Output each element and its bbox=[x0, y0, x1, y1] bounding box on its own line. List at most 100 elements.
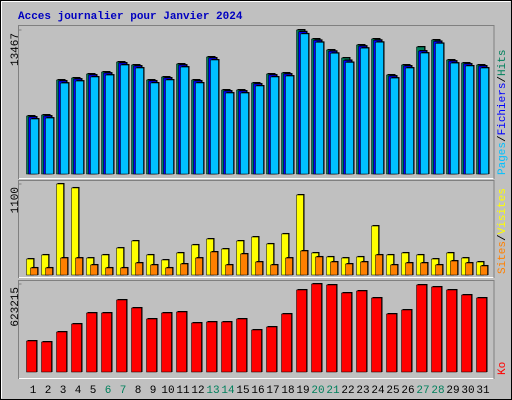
bar bbox=[401, 309, 412, 373]
bar bbox=[465, 262, 473, 276]
bar bbox=[135, 262, 143, 276]
bar bbox=[165, 79, 174, 175]
bar bbox=[300, 250, 308, 276]
bar bbox=[75, 80, 84, 175]
bar bbox=[195, 82, 204, 175]
x-tick-label: 16 bbox=[251, 385, 264, 397]
x-tick-label: 30 bbox=[461, 385, 474, 397]
x-tick-label: 31 bbox=[476, 385, 490, 397]
legend-entry: Ko bbox=[497, 362, 509, 375]
bar bbox=[176, 311, 187, 373]
x-tick-label: 13 bbox=[206, 385, 219, 397]
bar bbox=[371, 297, 382, 373]
bar bbox=[120, 64, 129, 175]
bar bbox=[60, 257, 68, 276]
bar bbox=[341, 292, 352, 373]
bar bbox=[281, 313, 292, 373]
bar bbox=[405, 262, 413, 276]
bar bbox=[446, 289, 457, 373]
bar bbox=[30, 118, 39, 175]
bar bbox=[330, 53, 339, 175]
x-tick-label: 21 bbox=[326, 385, 340, 397]
bar bbox=[390, 264, 398, 276]
bar bbox=[285, 75, 294, 175]
chart-title: Acces journalier pour Janvier 2024 bbox=[18, 11, 243, 23]
bar bbox=[101, 254, 109, 276]
legend-separator: / bbox=[497, 135, 509, 142]
bar bbox=[315, 42, 324, 175]
bar bbox=[41, 341, 52, 373]
bar bbox=[191, 322, 202, 373]
x-tick-label: 12 bbox=[191, 385, 204, 397]
bar bbox=[150, 264, 158, 276]
legend: Ko bbox=[497, 362, 509, 375]
bar bbox=[480, 67, 489, 175]
bar bbox=[225, 92, 234, 175]
bar bbox=[480, 265, 488, 276]
bar bbox=[180, 263, 188, 276]
bar bbox=[360, 47, 369, 175]
bar bbox=[135, 67, 144, 175]
x-tick-label: 7 bbox=[120, 385, 127, 397]
bar bbox=[296, 289, 307, 373]
bar bbox=[450, 62, 459, 175]
x-tick-label: 22 bbox=[341, 385, 354, 397]
bar bbox=[435, 43, 444, 175]
x-tick-label: 20 bbox=[311, 385, 324, 397]
bar bbox=[150, 82, 159, 175]
legend-entry: Visites bbox=[497, 188, 509, 234]
x-tick-label: 1 bbox=[30, 385, 37, 397]
bar bbox=[330, 261, 338, 276]
legend-entry: Pages bbox=[497, 142, 509, 175]
x-tick-label: 14 bbox=[221, 385, 235, 397]
x-tick-label: 15 bbox=[236, 385, 249, 397]
bar bbox=[120, 267, 128, 276]
y-tick-label: 13467 bbox=[10, 33, 22, 66]
bar bbox=[461, 294, 472, 373]
x-tick-label: 10 bbox=[161, 385, 174, 397]
bar bbox=[105, 267, 113, 276]
bar bbox=[101, 312, 112, 373]
legend-separator: / bbox=[497, 234, 509, 241]
bar bbox=[90, 264, 98, 276]
y-tick-label: 1100 bbox=[10, 187, 22, 213]
bar bbox=[266, 243, 274, 276]
bar bbox=[281, 233, 289, 276]
bar bbox=[75, 257, 83, 276]
bar bbox=[56, 183, 64, 276]
bar bbox=[225, 264, 233, 276]
bar bbox=[251, 329, 262, 373]
bar bbox=[375, 254, 383, 276]
bar bbox=[435, 264, 443, 276]
x-tick-label: 3 bbox=[60, 385, 67, 397]
bar bbox=[206, 321, 217, 373]
x-tick-label: 24 bbox=[371, 385, 385, 397]
bar bbox=[356, 290, 367, 373]
bar bbox=[236, 318, 247, 373]
bar bbox=[165, 267, 173, 276]
bar bbox=[360, 261, 368, 276]
bar bbox=[180, 66, 189, 175]
x-tick-label: 18 bbox=[281, 385, 294, 397]
bar bbox=[315, 256, 323, 276]
bar bbox=[161, 312, 172, 373]
bar bbox=[270, 264, 278, 276]
bar bbox=[285, 257, 293, 276]
bar bbox=[116, 247, 124, 276]
x-tick-label: 26 bbox=[401, 385, 414, 397]
bar bbox=[30, 267, 38, 276]
bar bbox=[116, 299, 127, 373]
bar bbox=[465, 65, 474, 175]
bar bbox=[105, 74, 114, 175]
x-tick-label: 8 bbox=[135, 385, 142, 397]
bar bbox=[345, 62, 354, 175]
bar bbox=[476, 297, 487, 373]
bar bbox=[300, 33, 309, 175]
bar bbox=[210, 59, 219, 175]
bar bbox=[416, 284, 427, 373]
x-tick-label: 23 bbox=[356, 385, 369, 397]
x-tick-label: 6 bbox=[105, 385, 112, 397]
bar bbox=[26, 340, 37, 373]
x-tick-label: 4 bbox=[75, 385, 82, 397]
x-tick-label: 2 bbox=[45, 385, 52, 397]
